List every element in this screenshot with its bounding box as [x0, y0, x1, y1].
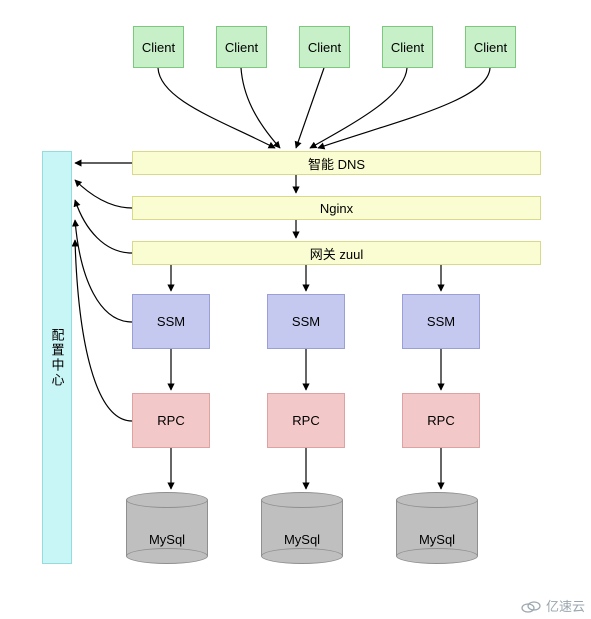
rpc-node-rpc1: RPC: [132, 393, 210, 448]
client-label: Client: [142, 40, 175, 55]
client-label: Client: [225, 40, 258, 55]
watermark: 亿速云: [520, 596, 585, 615]
config-node-config: 配置中心: [42, 151, 72, 564]
rpc-label: RPC: [157, 413, 184, 428]
bar-node-dns: 智能 DNS: [132, 151, 541, 175]
edge-1: [241, 68, 280, 148]
db-label: MySql: [261, 532, 343, 547]
bar-node-nginx: Nginx: [132, 196, 541, 220]
ssm-node-ssm2: SSM: [267, 294, 345, 349]
edge-4: [318, 68, 490, 148]
client-node-client5: Client: [465, 26, 516, 68]
bar-label: 网关 zuul: [310, 244, 363, 263]
db-label: MySql: [126, 532, 208, 547]
watermark-text: 亿速云: [546, 596, 585, 615]
rpc-label: RPC: [427, 413, 454, 428]
client-node-client1: Client: [133, 26, 184, 68]
client-label: Client: [391, 40, 424, 55]
db-label: MySql: [396, 532, 478, 547]
client-node-client4: Client: [382, 26, 433, 68]
client-label: Client: [308, 40, 341, 55]
edge-2: [296, 68, 324, 148]
bar-label: Nginx: [320, 201, 353, 216]
edge-17: [75, 180, 132, 208]
ssm-label: SSM: [292, 314, 320, 329]
ssm-label: SSM: [157, 314, 185, 329]
ssm-label: SSM: [427, 314, 455, 329]
client-node-client2: Client: [216, 26, 267, 68]
bar-node-zuul: 网关 zuul: [132, 241, 541, 265]
config-label: 配置中心: [48, 328, 67, 388]
edge-20: [75, 240, 132, 421]
db-node-db1: MySql: [126, 492, 208, 564]
edge-0: [158, 68, 275, 148]
edge-18: [75, 200, 132, 253]
db-node-db3: MySql: [396, 492, 478, 564]
ssm-node-ssm3: SSM: [402, 294, 480, 349]
rpc-node-rpc2: RPC: [267, 393, 345, 448]
client-label: Client: [474, 40, 507, 55]
client-node-client3: Client: [299, 26, 350, 68]
rpc-node-rpc3: RPC: [402, 393, 480, 448]
bar-label: 智能 DNS: [308, 154, 365, 173]
edge-19: [75, 220, 132, 322]
ssm-node-ssm1: SSM: [132, 294, 210, 349]
rpc-label: RPC: [292, 413, 319, 428]
edge-3: [310, 68, 407, 148]
db-node-db2: MySql: [261, 492, 343, 564]
